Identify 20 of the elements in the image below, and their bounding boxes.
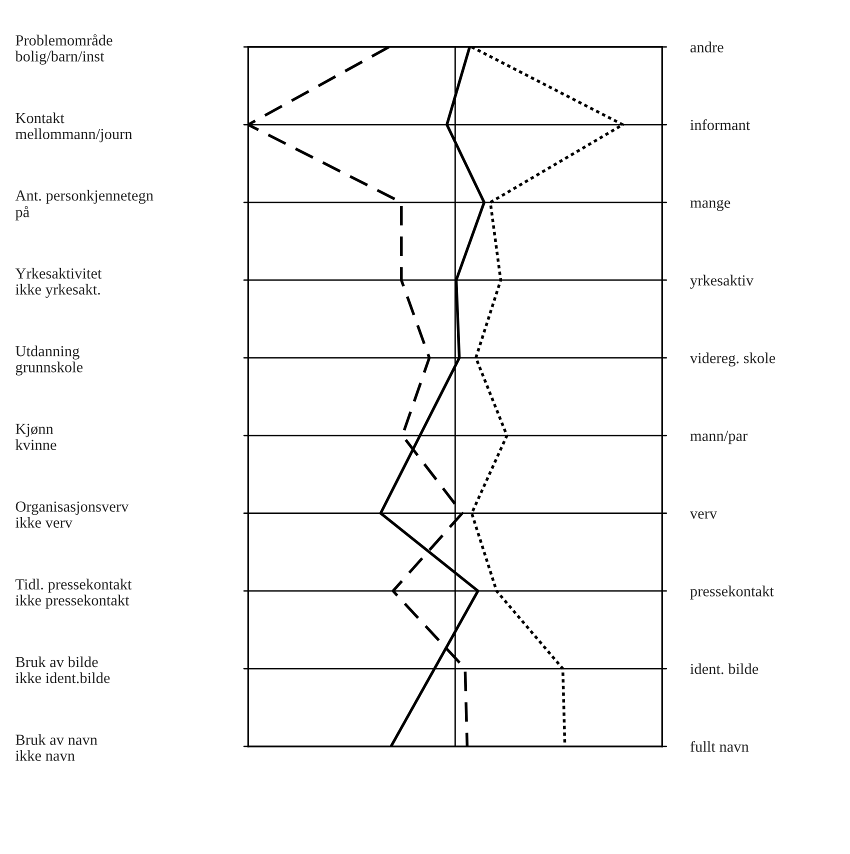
y2-tick-label: mange <box>690 200 730 211</box>
y-tick-label: Bruk av navn ikke navn <box>16 734 98 761</box>
y2-tick-label: videreg. skole <box>690 352 776 366</box>
y-tick-label: Utdanning grunnskole <box>16 346 83 376</box>
y2-tick-label: verv <box>690 511 718 519</box>
y2-tick-label: ident. bilde <box>690 663 758 674</box>
y2-tick-label: fullt navn <box>690 740 749 752</box>
y-tick-label: Ant. personkjennetegn på <box>15 190 154 220</box>
y-tick-label: Organisasjonsverv ikke verv <box>16 501 129 528</box>
y2-tick-label: andre <box>690 42 724 52</box>
y-tick-label: Yrkesaktivitet ikke yrkesakt. <box>15 268 102 298</box>
y2-tick-label: yrkesaktiv <box>690 274 754 289</box>
y-tick-label: Tidl. pressekontakt ikke pressekontakt <box>15 578 132 609</box>
y2-tick-label: informant <box>690 119 750 130</box>
y-tick-label: Bruk av bilde ikke ident.bilde <box>16 656 110 684</box>
y-tick-label: Problemområde bolig/barn/inst <box>15 34 112 65</box>
y-tick-label: Kontakt mellommann/journ <box>16 112 132 142</box>
y2-tick-label: mann/par <box>690 430 748 444</box>
y-tick-label: Kjønn kvinne <box>15 424 56 450</box>
y2-tick-label: pressekontakt <box>690 586 774 600</box>
